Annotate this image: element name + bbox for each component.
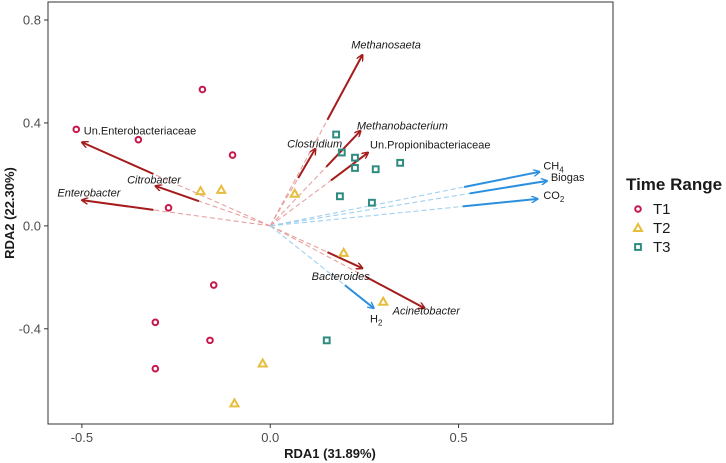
point-t3 [332, 130, 341, 139]
arrow-label-biogas: Biogas [551, 172, 585, 184]
plot-panel [47, 1, 614, 425]
legend-entries: T1 T2 T3 [632, 201, 671, 256]
point-t1 [164, 204, 173, 212]
arrow-label-h2: H2 [370, 313, 383, 327]
point-t1 [72, 125, 81, 134]
point-t2 [194, 185, 207, 196]
arrow-bacteroides [327, 251, 362, 268]
arrow-clostridium [297, 149, 315, 179]
projection-line-co2 [270, 198, 538, 227]
arrow-label-enterobacter: Enterobacter [57, 187, 121, 199]
point-t2 [228, 397, 241, 408]
projection-line-un-propionibacteriaceae [269, 152, 369, 227]
arrow-methanosaeta [326, 55, 362, 121]
point-t3 [351, 164, 359, 172]
arrow-label-un-enterobacteriaceae: Un.Enterobacteriaceae [84, 126, 197, 138]
point-t1 [151, 318, 160, 327]
point-t3 [396, 158, 405, 167]
arrow-label-co2: CO2 [543, 190, 565, 204]
arrow-label-methanobacterium: Methanobacterium [357, 120, 448, 132]
arrow-label-un-propionibacteriaceae: Un.Propionibacteriaceae [370, 140, 490, 152]
x-tick-label: 0.0 [261, 430, 279, 445]
arrow-label-citrobacter: Citrobacter [127, 174, 182, 186]
point-t1 [151, 364, 160, 373]
arrow-enterobacter [82, 200, 154, 211]
point-t2 [288, 187, 301, 198]
point-t3 [371, 165, 380, 174]
legend-key-t2 [632, 221, 644, 232]
arrow-label-bacteroides: Bacteroides [312, 271, 371, 283]
point-t2 [256, 357, 269, 368]
arrow-co2 [462, 199, 538, 208]
arrow-acinetobacter [365, 276, 425, 308]
x-axis-title: RDA1 (31.89%) [284, 446, 376, 461]
projection-line-citrobacter [155, 185, 271, 227]
arrow-un-enterobacteriaceae [82, 142, 154, 175]
y-axis-title: RDA2 (22.30%) [2, 167, 17, 259]
arrow-citrobacter [155, 186, 200, 203]
point-t2 [337, 246, 350, 257]
y-tick-label: 0.4 [23, 115, 41, 130]
point-t3 [351, 153, 359, 162]
point-t3 [322, 336, 331, 345]
legend-key-t1 [634, 205, 642, 213]
arrow-label-clostridium: Clostridium [287, 138, 342, 150]
legend-label-t3: T3 [653, 239, 671, 256]
x-tick-label: -0.5 [71, 430, 93, 445]
projection-line-h2 [269, 225, 375, 309]
point-t3 [336, 192, 344, 201]
point-t2 [377, 295, 389, 306]
y-tick-label: 0.8 [23, 13, 41, 28]
legend: Time Range T1 T2 T3 [626, 175, 722, 256]
arrow-label-acinetobacter: Acinetobacter [392, 306, 462, 318]
arrow-h2 [344, 284, 374, 308]
legend-label-t1: T1 [653, 201, 671, 218]
y-tick-label: -0.4 [19, 321, 41, 336]
arrow-ch4 [463, 172, 539, 188]
legend-label-t2: T2 [653, 220, 671, 237]
point-t2 [215, 183, 227, 194]
arrow-label-ch4: CH4 [543, 160, 564, 174]
point-t3 [368, 198, 376, 207]
point-t1 [198, 85, 207, 94]
point-t1 [209, 281, 218, 289]
projection-line-methanobacterium [269, 130, 362, 227]
arrow-un-propionibacteriaceae [330, 153, 368, 182]
legend-key-t3 [634, 243, 642, 251]
arrow-biogas [469, 181, 548, 195]
sample-points [72, 85, 405, 408]
point-t1 [206, 336, 214, 345]
arrow-label-methanosaeta: Methanosaeta [351, 39, 421, 51]
point-t1 [134, 135, 143, 144]
point-t3 [337, 148, 346, 157]
point-t1 [228, 151, 237, 159]
x-tick-label: 0.5 [450, 430, 468, 445]
y-tick-label: 0.0 [23, 218, 41, 233]
axis-ticks: -0.5 0.0 0.5 -0.4 0.0 0.4 0.8 [19, 13, 468, 445]
vector-labels: Un.Enterobacteriaceae Citrobacter Enteroba… [57, 39, 585, 327]
legend-title: Time Range [626, 175, 722, 194]
